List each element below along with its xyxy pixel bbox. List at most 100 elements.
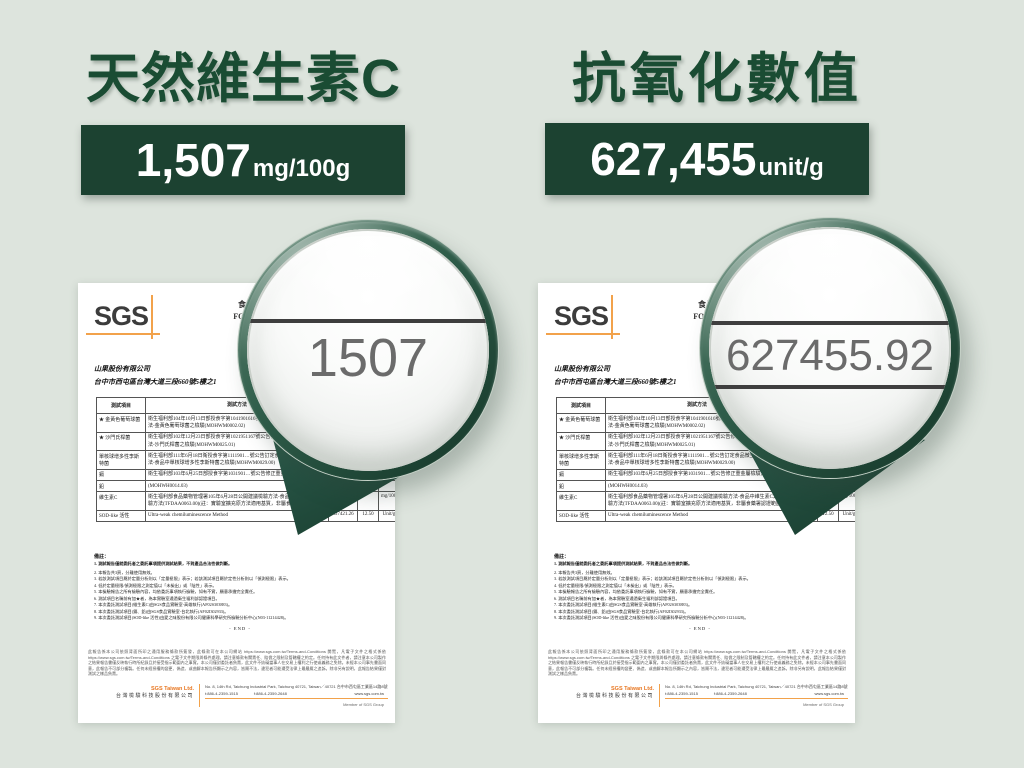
sgs-logo-crosshair-horizontal — [86, 333, 160, 335]
magnifier-lens: 1507 — [247, 229, 489, 471]
badge-unit: mg/100g — [252, 155, 351, 182]
footer-member-of-sgs: Member of SGS Group — [803, 702, 844, 707]
test-item: SOD-like 活性 — [96, 509, 146, 523]
remark-line: 4. 低於定量極限/偵測極限之測定值以「未檢出」或「陰性」表示。 — [94, 582, 217, 588]
vitamin-c-value-badge: 1,507mg/100g — [81, 125, 405, 195]
footer-company-en: SGS Taiwan Ltd. — [151, 686, 194, 692]
footer-contact-block: No. 8, 14th Rd, Taichung Industrial Park… — [199, 684, 388, 707]
terms-and-conditions-text: 此報告係本公司依照背面所印之通用服務條款所簽發，此條款可在本公司網站 https… — [88, 649, 386, 677]
footer-fax: f:886-4-2359-2648 — [253, 691, 287, 696]
table-row: SOD-like 活性 Ultra-weak chemiluminescence… — [96, 509, 395, 523]
sgs-logo-crosshair-horizontal — [546, 333, 620, 335]
test-item: 單核球增多性李斯特菌 — [556, 450, 606, 470]
test-unit: Unit/g — [838, 509, 855, 523]
badge-value: 1,507 — [135, 134, 251, 186]
sgs-logo-text: SGS — [554, 301, 609, 331]
footer-phone-row: t:886-4-2359-1515 f:886-4-2359-2648 www.… — [665, 691, 848, 699]
footer-phone: t:886-4-2359-1515 — [205, 691, 238, 696]
test-item: ★ 沙門氏桿菌 — [556, 431, 606, 452]
test-method: 衛生福利部食品藥物管理署105年6月28日公開建議檢驗方法-食品中維生素C之檢驗… — [605, 491, 789, 511]
right-heading: 抗氧化數值 — [572, 49, 862, 109]
col-header-item: 測試項目 — [556, 396, 606, 415]
test-method: Ultra-weak chemiluminescence Method — [605, 509, 789, 523]
test-method: Ultra-weak chemiluminescence Method — [145, 509, 329, 523]
sgs-logo-crosshair-vertical — [151, 295, 154, 339]
sgs-logo: SGS — [546, 295, 620, 339]
test-item: ★ 金黃色葡萄球菌 — [556, 413, 606, 433]
footer-contact-block: No. 8, 14th Rd, Taichung Industrial Park… — [659, 684, 848, 707]
remark-line: 9. 本次委託測試項目(SOD-like 活性)由愛之味股份有限公司健康科學研究… — [554, 615, 749, 620]
remark-line: 1. 測試報告僅就委託者之委託事項提供測試結果，不對產品合法性做判斷。 — [554, 561, 693, 566]
badge-value: 627,455 — [590, 133, 757, 185]
table-row: 維生素C 衛生福利部食品藥物管理署105年6月28日公開建議檢驗方法-食品中維生… — [96, 491, 395, 511]
magnified-table-line — [247, 319, 489, 323]
footer-website: www.sgs.com.tw — [354, 691, 384, 696]
footer-company-zh: 台灣檢驗科技股份有限公司 — [575, 693, 654, 699]
magnified-value: 627455.92 — [726, 331, 934, 380]
test-item: SOD-like 活性 — [556, 509, 606, 523]
remark-line: 8. 本次委託測試項目(鎘、鉛)由SGS食品實驗室-台北執行(AF02I3029… — [94, 608, 229, 614]
remark-line: 3. 若該測試項目屬於定量分析則以「定量極限」表示；若該測試項目屬於定性分析則以… — [94, 576, 291, 581]
test-item: ★ 金黃色葡萄球菌 — [96, 413, 146, 433]
test-unit: mg/100g — [378, 491, 395, 511]
end-mark: - END - — [689, 625, 711, 631]
remarks-section: 備註： 1. 測試報告僅就委託者之委託事項提供測試結果，不對產品合法性做判斷。 … — [94, 553, 386, 631]
footer-address: No. 8, 14th Rd, Taichung Industrial Park… — [205, 684, 388, 689]
remarks-label: 備註： — [554, 555, 570, 560]
col-header-item: 測試項目 — [96, 396, 146, 415]
remark-line: 4. 低於定量極限/偵測極限之測定值以「未檢出」或「陰性」表示。 — [554, 582, 677, 588]
footer-phone: t:886-4-2359-1515 — [665, 691, 698, 696]
remark-line: 8. 本次委託測試項目(鎘、鉛)由SGS食品實驗室-台北執行(AF02I3029… — [554, 608, 689, 614]
test-loq: 12.50 — [357, 509, 379, 523]
client-address: 台中市西屯區台灣大道三段660號5樓之1 — [554, 377, 677, 386]
end-mark: - END - — [229, 625, 251, 631]
magnified-table-line — [709, 321, 951, 325]
footer-member-of-sgs: Member of SGS Group — [343, 702, 384, 707]
footer-company-en: SGS Taiwan Ltd. — [611, 686, 654, 692]
terms-and-conditions-text: 此報告係本公司依照背面所印之通用服務條款所簽發，此條款可在本公司網站 https… — [548, 649, 846, 677]
remark-line: 5. 本檢驗報告之所有檢驗內容，均依委託事項執行檢驗，如有不實，願意承擔完全責任… — [554, 589, 718, 594]
remark-line: 3. 若該測試項目屬於定量分析則以「定量極限」表示；若該測試項目屬於定性分析則以… — [554, 576, 751, 581]
test-method: (MOHWH0014.03) — [605, 479, 789, 493]
badge-unit: unit/g — [758, 154, 824, 181]
remarks-section: 備註： 1. 測試報告僅就委託者之委託事項提供測試結果，不對產品合法性做判斷。 … — [554, 553, 846, 631]
client-block: 山果股份有限公司 台中市西屯區台灣大道三段660號5樓之1 — [94, 363, 217, 388]
test-item: 鎘 — [96, 468, 146, 482]
report-footer: SGS Taiwan Ltd. 台灣檢驗科技股份有限公司 No. 8, 14th… — [548, 684, 848, 707]
remark-line: 5. 本檢驗報告之所有檢驗內容，均依委託事項執行檢驗，如有不實，願意承擔完全責任… — [94, 589, 258, 594]
test-item: 鉛 — [96, 479, 146, 493]
footer-website: www.sgs.com.tw — [814, 691, 844, 696]
test-item: 鎘 — [556, 468, 606, 482]
remark-line: 2. 本報告共3頁，分離使用無效。 — [94, 569, 155, 575]
remark-line: 9. 本次委託測試項目(SOD-like 活性)由愛之味股份有限公司健康科學研究… — [94, 615, 289, 620]
remark-line: 7. 本次委託測試項目(維生素C)由SGS食品實驗室-高雄執行(AF02S303… — [94, 602, 233, 607]
left-heading: 天然維生素C — [86, 49, 401, 109]
remark-line: 1. 測試報告僅就委託者之委託事項提供測試結果，不對產品合法性做判斷。 — [94, 561, 233, 566]
sgs-logo: SGS — [86, 295, 160, 339]
report-footer: SGS Taiwan Ltd. 台灣檢驗科技股份有限公司 No. 8, 14th… — [88, 684, 388, 707]
antioxidant-value-badge: 627,455unit/g — [545, 123, 869, 195]
remark-line: 6. 測試項目名稱前有加★者，為本實驗室通過衛生福利部認證項目。 — [554, 595, 680, 601]
footer-address: No. 8, 14th Rd, Taichung Industrial Park… — [665, 684, 848, 689]
remark-line: 7. 本次委託測試項目(維生素C)由SGS食品實驗室-高雄執行(AF02S303… — [554, 602, 693, 607]
magnified-table-line — [709, 385, 951, 389]
badge-text: 1,507mg/100g — [136, 133, 351, 187]
magnifier-lens: 627455.92 — [709, 227, 951, 469]
badge-text: 627,455unit/g — [590, 132, 824, 186]
test-item: 單核球增多性李斯特菌 — [96, 450, 146, 470]
footer-fax: f:886-4-2359-2648 — [713, 691, 747, 696]
test-unit: Unit/g — [378, 509, 395, 523]
footer-company-zh: 台灣檢驗科技股份有限公司 — [115, 693, 194, 699]
magnifier-icon: 1507 — [238, 220, 498, 480]
remarks-label: 備註： — [94, 555, 110, 560]
magnifier-icon: 627455.92 — [700, 218, 960, 478]
test-item: 維生素C — [556, 491, 606, 511]
test-item: 鉛 — [556, 479, 606, 493]
client-address: 台中市西屯區台灣大道三段660號5樓之1 — [94, 377, 217, 386]
remark-line: 2. 本報告共3頁，分離使用無效。 — [554, 569, 615, 575]
sgs-logo-crosshair-vertical — [611, 295, 614, 339]
sgs-logo-text: SGS — [94, 301, 149, 331]
test-item: 維生素C — [96, 491, 146, 511]
test-item: ★ 沙門氏桿菌 — [96, 431, 146, 452]
